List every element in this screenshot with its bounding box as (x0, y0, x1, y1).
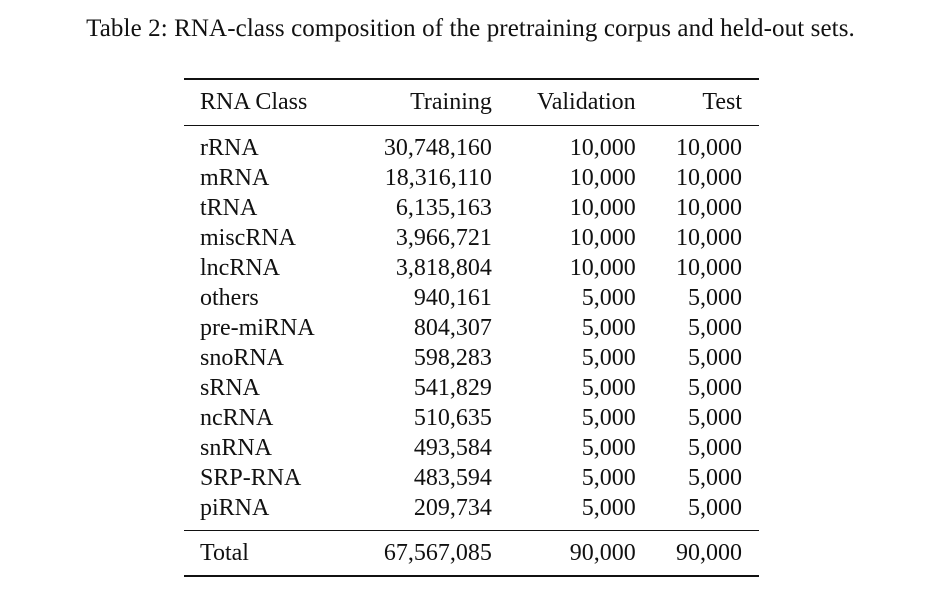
training-cell: 30,748,160 (383, 135, 492, 161)
header-training: Training (410, 89, 492, 115)
total-label: Total (200, 539, 249, 566)
table-row: rRNA 30,748,160 10,000 10,000 (184, 126, 759, 164)
test-cell: 5,000 (688, 315, 742, 341)
table-row: SRP-RNA 483,594 5,000 5,000 (184, 463, 759, 493)
validation-cell: 5,000 (581, 345, 636, 371)
validation-cell: 10,000 (569, 255, 636, 281)
table-row: ncRNA 510,635 5,000 5,000 (184, 403, 759, 433)
total-training: 67,567,085 (383, 539, 492, 566)
table-row: lncRNA 3,818,804 10,000 10,000 (184, 253, 759, 283)
validation-cell: 5,000 (581, 315, 636, 341)
training-cell: 493,584 (413, 435, 492, 461)
test-cell: 5,000 (688, 435, 742, 461)
training-cell: 3,966,721 (395, 225, 492, 251)
table-row: mRNA 18,316,110 10,000 10,000 (184, 163, 759, 193)
test-cell: 5,000 (688, 375, 742, 401)
rna-class-cell: ncRNA (200, 405, 274, 431)
test-cell: 5,000 (688, 345, 742, 371)
training-cell: 510,635 (413, 405, 492, 431)
total-test: 90,000 (676, 539, 742, 566)
table-caption: Table 2: RNA-class composition of the pr… (86, 15, 855, 42)
rna-class-cell: tRNA (200, 195, 258, 221)
training-cell: 6,135,163 (395, 195, 492, 221)
table-row: snRNA 493,584 5,000 5,000 (184, 433, 759, 463)
rna-class-cell: pre-miRNA (200, 315, 315, 341)
validation-cell: 10,000 (569, 135, 636, 161)
validation-cell: 10,000 (569, 195, 636, 221)
rna-class-cell: others (200, 285, 259, 311)
rna-class-cell: SRP-RNA (200, 465, 302, 491)
validation-cell: 5,000 (581, 285, 636, 311)
validation-cell: 5,000 (581, 405, 636, 431)
rna-class-cell: mRNA (200, 165, 270, 191)
table-row: others 940,161 5,000 5,000 (184, 283, 759, 313)
header-row: RNA Class Training Validation Test (184, 79, 759, 126)
test-cell: 10,000 (676, 165, 742, 191)
test-cell: 10,000 (676, 195, 742, 221)
test-cell: 10,000 (676, 135, 742, 161)
training-cell: 598,283 (413, 345, 492, 371)
validation-cell: 10,000 (569, 165, 636, 191)
test-cell: 5,000 (688, 495, 742, 521)
table-row: piRNA 209,734 5,000 5,000 (184, 493, 759, 531)
rna-class-cell: miscRNA (200, 225, 296, 251)
header-validation: Validation (537, 89, 636, 115)
rna-class-cell: sRNA (200, 375, 261, 401)
training-cell: 3,818,804 (395, 255, 492, 281)
rna-class-table-container: RNA Class Training Validation Test rRNA 3… (184, 78, 759, 577)
training-cell: 18,316,110 (384, 165, 492, 191)
validation-cell: 5,000 (581, 465, 636, 491)
rna-class-cell: snoRNA (200, 345, 285, 371)
table-row: miscRNA 3,966,721 10,000 10,000 (184, 223, 759, 253)
header-test: Test (702, 89, 742, 115)
total-validation: 90,000 (569, 539, 636, 566)
header-rna-class: RNA Class (200, 89, 308, 115)
table-row: snoRNA 598,283 5,000 5,000 (184, 343, 759, 373)
table-footer: Total 67,567,085 90,000 90,000 (184, 530, 759, 576)
table-row: sRNA 541,829 5,000 5,000 (184, 373, 759, 403)
total-row: Total 67,567,085 90,000 90,000 (184, 530, 759, 576)
table-row: pre-miRNA 804,307 5,000 5,000 (184, 313, 759, 343)
training-cell: 483,594 (413, 465, 492, 491)
validation-cell: 10,000 (569, 225, 636, 251)
test-cell: 10,000 (676, 225, 742, 251)
table-row: tRNA 6,135,163 10,000 10,000 (184, 193, 759, 223)
test-cell: 5,000 (688, 285, 742, 311)
table-header: RNA Class Training Validation Test (184, 79, 759, 126)
validation-cell: 5,000 (581, 435, 636, 461)
training-cell: 804,307 (413, 315, 492, 341)
rna-class-cell: snRNA (200, 435, 273, 461)
rna-class-cell: piRNA (200, 495, 270, 521)
table-body: rRNA 30,748,160 10,000 10,000 mRNA 18,316,110… (184, 126, 759, 531)
training-cell: 940,161 (413, 285, 492, 311)
rna-class-cell: lncRNA (200, 255, 280, 281)
rna-class-table: RNA Class Training Validation Test rRNA 3… (184, 78, 759, 577)
test-cell: 5,000 (688, 465, 742, 491)
training-cell: 209,734 (413, 495, 492, 521)
validation-cell: 5,000 (581, 495, 636, 521)
test-cell: 10,000 (676, 255, 742, 281)
rna-class-cell: rRNA (200, 135, 259, 161)
validation-cell: 5,000 (581, 375, 636, 401)
training-cell: 541,829 (413, 375, 492, 401)
test-cell: 5,000 (688, 405, 742, 431)
